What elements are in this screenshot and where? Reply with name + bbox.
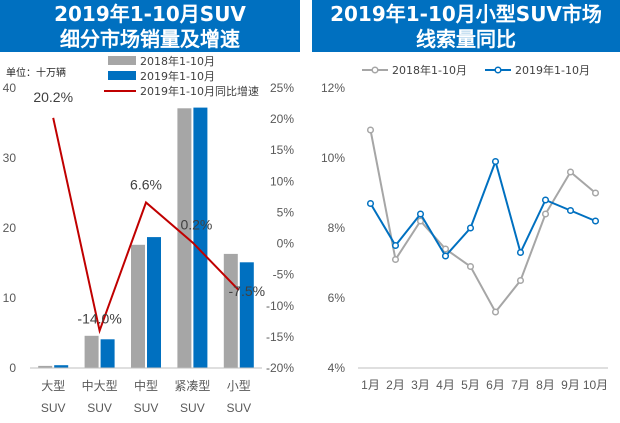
legend-swatch-2019 xyxy=(108,71,136,80)
left-y-tick: 40 xyxy=(3,81,17,95)
bar-2018 xyxy=(177,108,192,369)
category-label-line1: 大型 xyxy=(41,379,65,393)
point-2019 xyxy=(566,206,575,215)
category-label-line2: SUV xyxy=(41,401,66,415)
right-y-tick: 10% xyxy=(270,174,294,188)
growth-line xyxy=(52,117,240,335)
left-y-tick: 20 xyxy=(3,221,17,235)
point-2018 xyxy=(541,210,550,218)
point-2019 xyxy=(591,217,600,225)
growth-data-label: 6.6% xyxy=(130,176,162,192)
bar-2018 xyxy=(131,244,145,368)
bar-2018 xyxy=(223,253,238,368)
point-2018 xyxy=(441,245,450,253)
right-y-tick: 0% xyxy=(277,237,295,251)
right-y-tick: -5% xyxy=(273,268,295,282)
month-label: 4月 xyxy=(436,378,455,392)
month-label: 3月 xyxy=(411,378,430,392)
y-tick: 10% xyxy=(321,151,345,165)
category-label-line2: SUV xyxy=(134,401,159,415)
point-2019 xyxy=(441,252,450,260)
month-label: 9月 xyxy=(561,378,580,392)
growth-data-label: -7.5% xyxy=(229,283,266,299)
point-2019 xyxy=(416,210,425,218)
left-title-line2: 细分市场销量及增速 xyxy=(60,27,240,51)
legend-label-2018: 2018年1-10月 xyxy=(140,54,215,68)
point-2019 xyxy=(366,199,375,208)
month-label: 2月 xyxy=(386,378,405,392)
right-y-tick: -15% xyxy=(266,330,294,344)
right-y-tick: -10% xyxy=(266,299,294,313)
point-2019 xyxy=(466,224,475,232)
left-y-tick: 30 xyxy=(3,151,17,165)
right-chart-title: 2019年1-10月小型SUV市场 线索量同比 xyxy=(312,0,620,52)
month-label: 7月 xyxy=(511,378,530,392)
month-label: 6月 xyxy=(486,378,505,392)
right-y-tick: -20% xyxy=(266,361,294,375)
point-2018 xyxy=(491,308,500,316)
growth-data-label: 20.2% xyxy=(33,89,73,105)
category-label-line2: SUV xyxy=(226,401,251,415)
bar-2019 xyxy=(54,365,69,368)
bar-2019 xyxy=(193,107,208,368)
legend-label-2019: 2019年1-10月 xyxy=(140,69,215,83)
month-label: 10月 xyxy=(583,378,608,392)
y-tick: 6% xyxy=(328,291,346,305)
point-2018 xyxy=(416,217,425,225)
point-2019 xyxy=(491,157,500,166)
line-2019 xyxy=(369,158,596,258)
right-y-tick: 15% xyxy=(270,143,294,157)
point-2018 xyxy=(466,262,475,271)
month-label: 1月 xyxy=(361,378,380,392)
legend-label-growth: 2019年1-10月同比增速 xyxy=(140,84,259,98)
point-2018 xyxy=(516,276,525,285)
growth-data-label: 0.2% xyxy=(180,216,212,232)
bar-2019 xyxy=(239,262,254,368)
point-2018 xyxy=(566,168,575,176)
bar-2018 xyxy=(84,335,99,368)
bar-2019 xyxy=(147,237,161,368)
y-tick: 4% xyxy=(328,361,346,375)
y-tick: 8% xyxy=(328,221,346,235)
right-y-tick: 20% xyxy=(270,112,294,126)
left-chart-title: 2019年1-10月SUV 细分市场销量及增速 xyxy=(0,0,300,52)
legend-swatch-2018 xyxy=(108,56,136,65)
point-2019 xyxy=(516,248,525,257)
point-2018 xyxy=(366,126,375,134)
point-2018 xyxy=(591,189,600,197)
y-tick: 12% xyxy=(321,81,345,95)
category-label-line1: 小型 xyxy=(227,379,251,393)
growth-data-label: -14.0% xyxy=(77,311,121,327)
point-2018 xyxy=(391,255,400,264)
category-label-line2: SUV xyxy=(180,401,205,415)
bar-2018 xyxy=(38,365,53,368)
right-y-tick: 25% xyxy=(270,81,294,95)
category-label-line2: SUV xyxy=(87,401,112,415)
right-title-line1: 2019年1-10月小型SUV市场 xyxy=(330,2,602,26)
line-2018 xyxy=(369,129,597,314)
category-label-line1: 紧凑型 xyxy=(174,379,210,393)
point-2019 xyxy=(541,196,550,204)
segment-sales-chart: 单位：十万辆 0 10 20 30 40 -20% -15% -10% -5% 0% 5% 10% 15%… xyxy=(3,54,295,415)
month-label: 8月 xyxy=(536,378,555,392)
bar-2019 xyxy=(100,339,115,368)
legend-marker-2019 xyxy=(494,66,502,74)
left-title-line1: 2019年1-10月SUV xyxy=(54,2,246,26)
point-2019 xyxy=(391,241,400,250)
legend-label-2018: 2018年1-10月 xyxy=(392,63,467,77)
left-y-tick: 0 xyxy=(9,361,16,375)
right-title-line2: 线索量同比 xyxy=(416,27,516,51)
category-label-line1: 中大型 xyxy=(82,378,118,393)
left-y-tick: 10 xyxy=(3,291,17,305)
legend-marker-2018 xyxy=(371,66,379,74)
unit-label: 单位：十万辆 xyxy=(6,66,66,79)
month-label: 5月 xyxy=(461,378,480,392)
right-y-tick: 5% xyxy=(277,205,295,219)
category-label-line1: 中型 xyxy=(134,378,158,393)
legend-label-2019: 2019年1-10月 xyxy=(515,63,590,77)
